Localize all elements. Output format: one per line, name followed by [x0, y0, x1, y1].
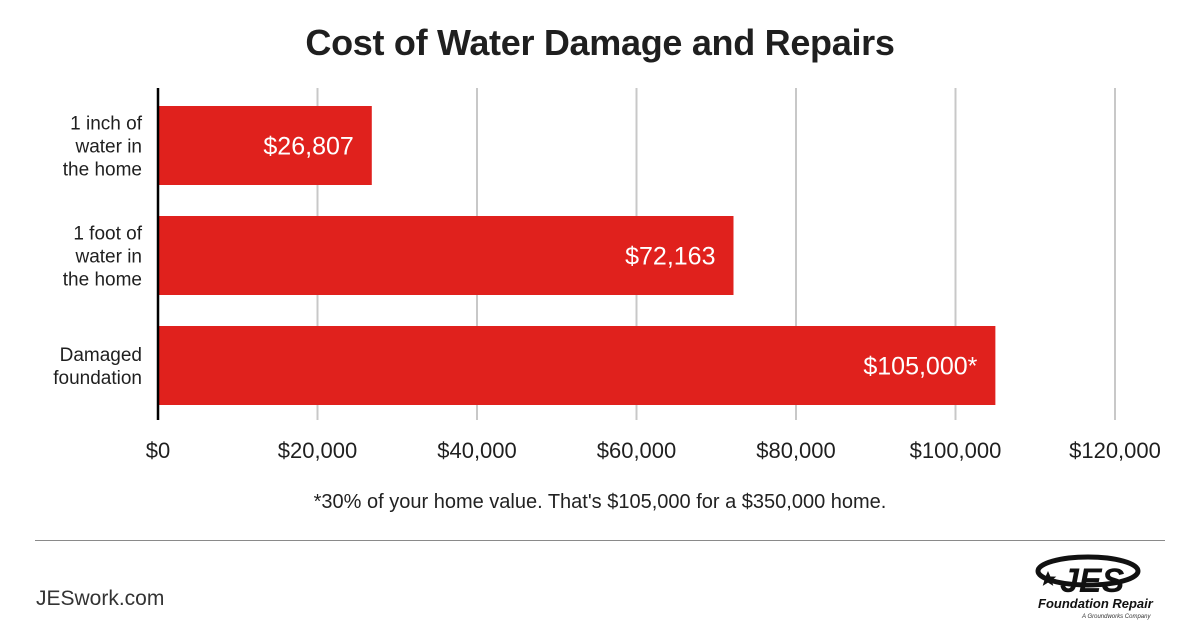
- x-tick-label: $20,000: [278, 438, 358, 463]
- logo-tagline: A Groundworks Company: [1081, 614, 1151, 620]
- x-tick-label: $120,000: [1069, 438, 1161, 463]
- x-tick-label: $60,000: [597, 438, 677, 463]
- star-icon: [1039, 571, 1057, 586]
- x-tick-label: $0: [146, 438, 170, 463]
- labels: $0 $20,000 $40,000 $60,000 $80,000 $100,000 $1…: [53, 114, 1161, 464]
- x-tick-label: $80,000: [756, 438, 836, 463]
- chart-title: Cost of Water Damage and Repairs: [305, 22, 895, 63]
- x-tick-label: $40,000: [437, 438, 517, 463]
- bar-value-label: $72,163: [625, 243, 715, 271]
- category-label: 1 foot of water in the home: [63, 224, 143, 291]
- logo-name: Foundation Repair: [1038, 596, 1154, 611]
- category-label-line: foundation: [53, 368, 142, 389]
- category-label-line: the home: [63, 160, 142, 181]
- bar: [158, 106, 372, 185]
- jes-logo: JES Foundation Repair A Groundworks Comp…: [1035, 554, 1154, 620]
- category-label: 1 inch of water in the home: [63, 114, 143, 181]
- bar-chart: $0 $20,000 $40,000 $60,000 $80,000 $100,000 $1…: [53, 88, 1161, 464]
- category-label-line: water in: [74, 137, 142, 158]
- bars: [158, 106, 996, 405]
- footnote: *30% of your home value. That's $105,000…: [313, 491, 887, 513]
- divider: [35, 540, 1165, 541]
- site-link[interactable]: JESwork.com: [36, 587, 165, 610]
- category-label-line: 1 inch of: [70, 114, 143, 135]
- bar-value-label: $105,000*: [863, 353, 977, 381]
- logo-wordmark: JES: [1060, 562, 1125, 600]
- logo-swoosh: [1035, 554, 1141, 588]
- category-label-line: the home: [63, 270, 142, 291]
- x-tick-label: $100,000: [910, 438, 1002, 463]
- category-label: Damaged foundation: [53, 345, 142, 389]
- bar-value-label: $26,807: [263, 133, 353, 161]
- bar: [158, 326, 996, 405]
- category-label-line: 1 foot of: [73, 224, 142, 245]
- category-label-line: water in: [74, 247, 142, 268]
- bar: [158, 216, 734, 295]
- category-label-line: Damaged: [60, 345, 142, 366]
